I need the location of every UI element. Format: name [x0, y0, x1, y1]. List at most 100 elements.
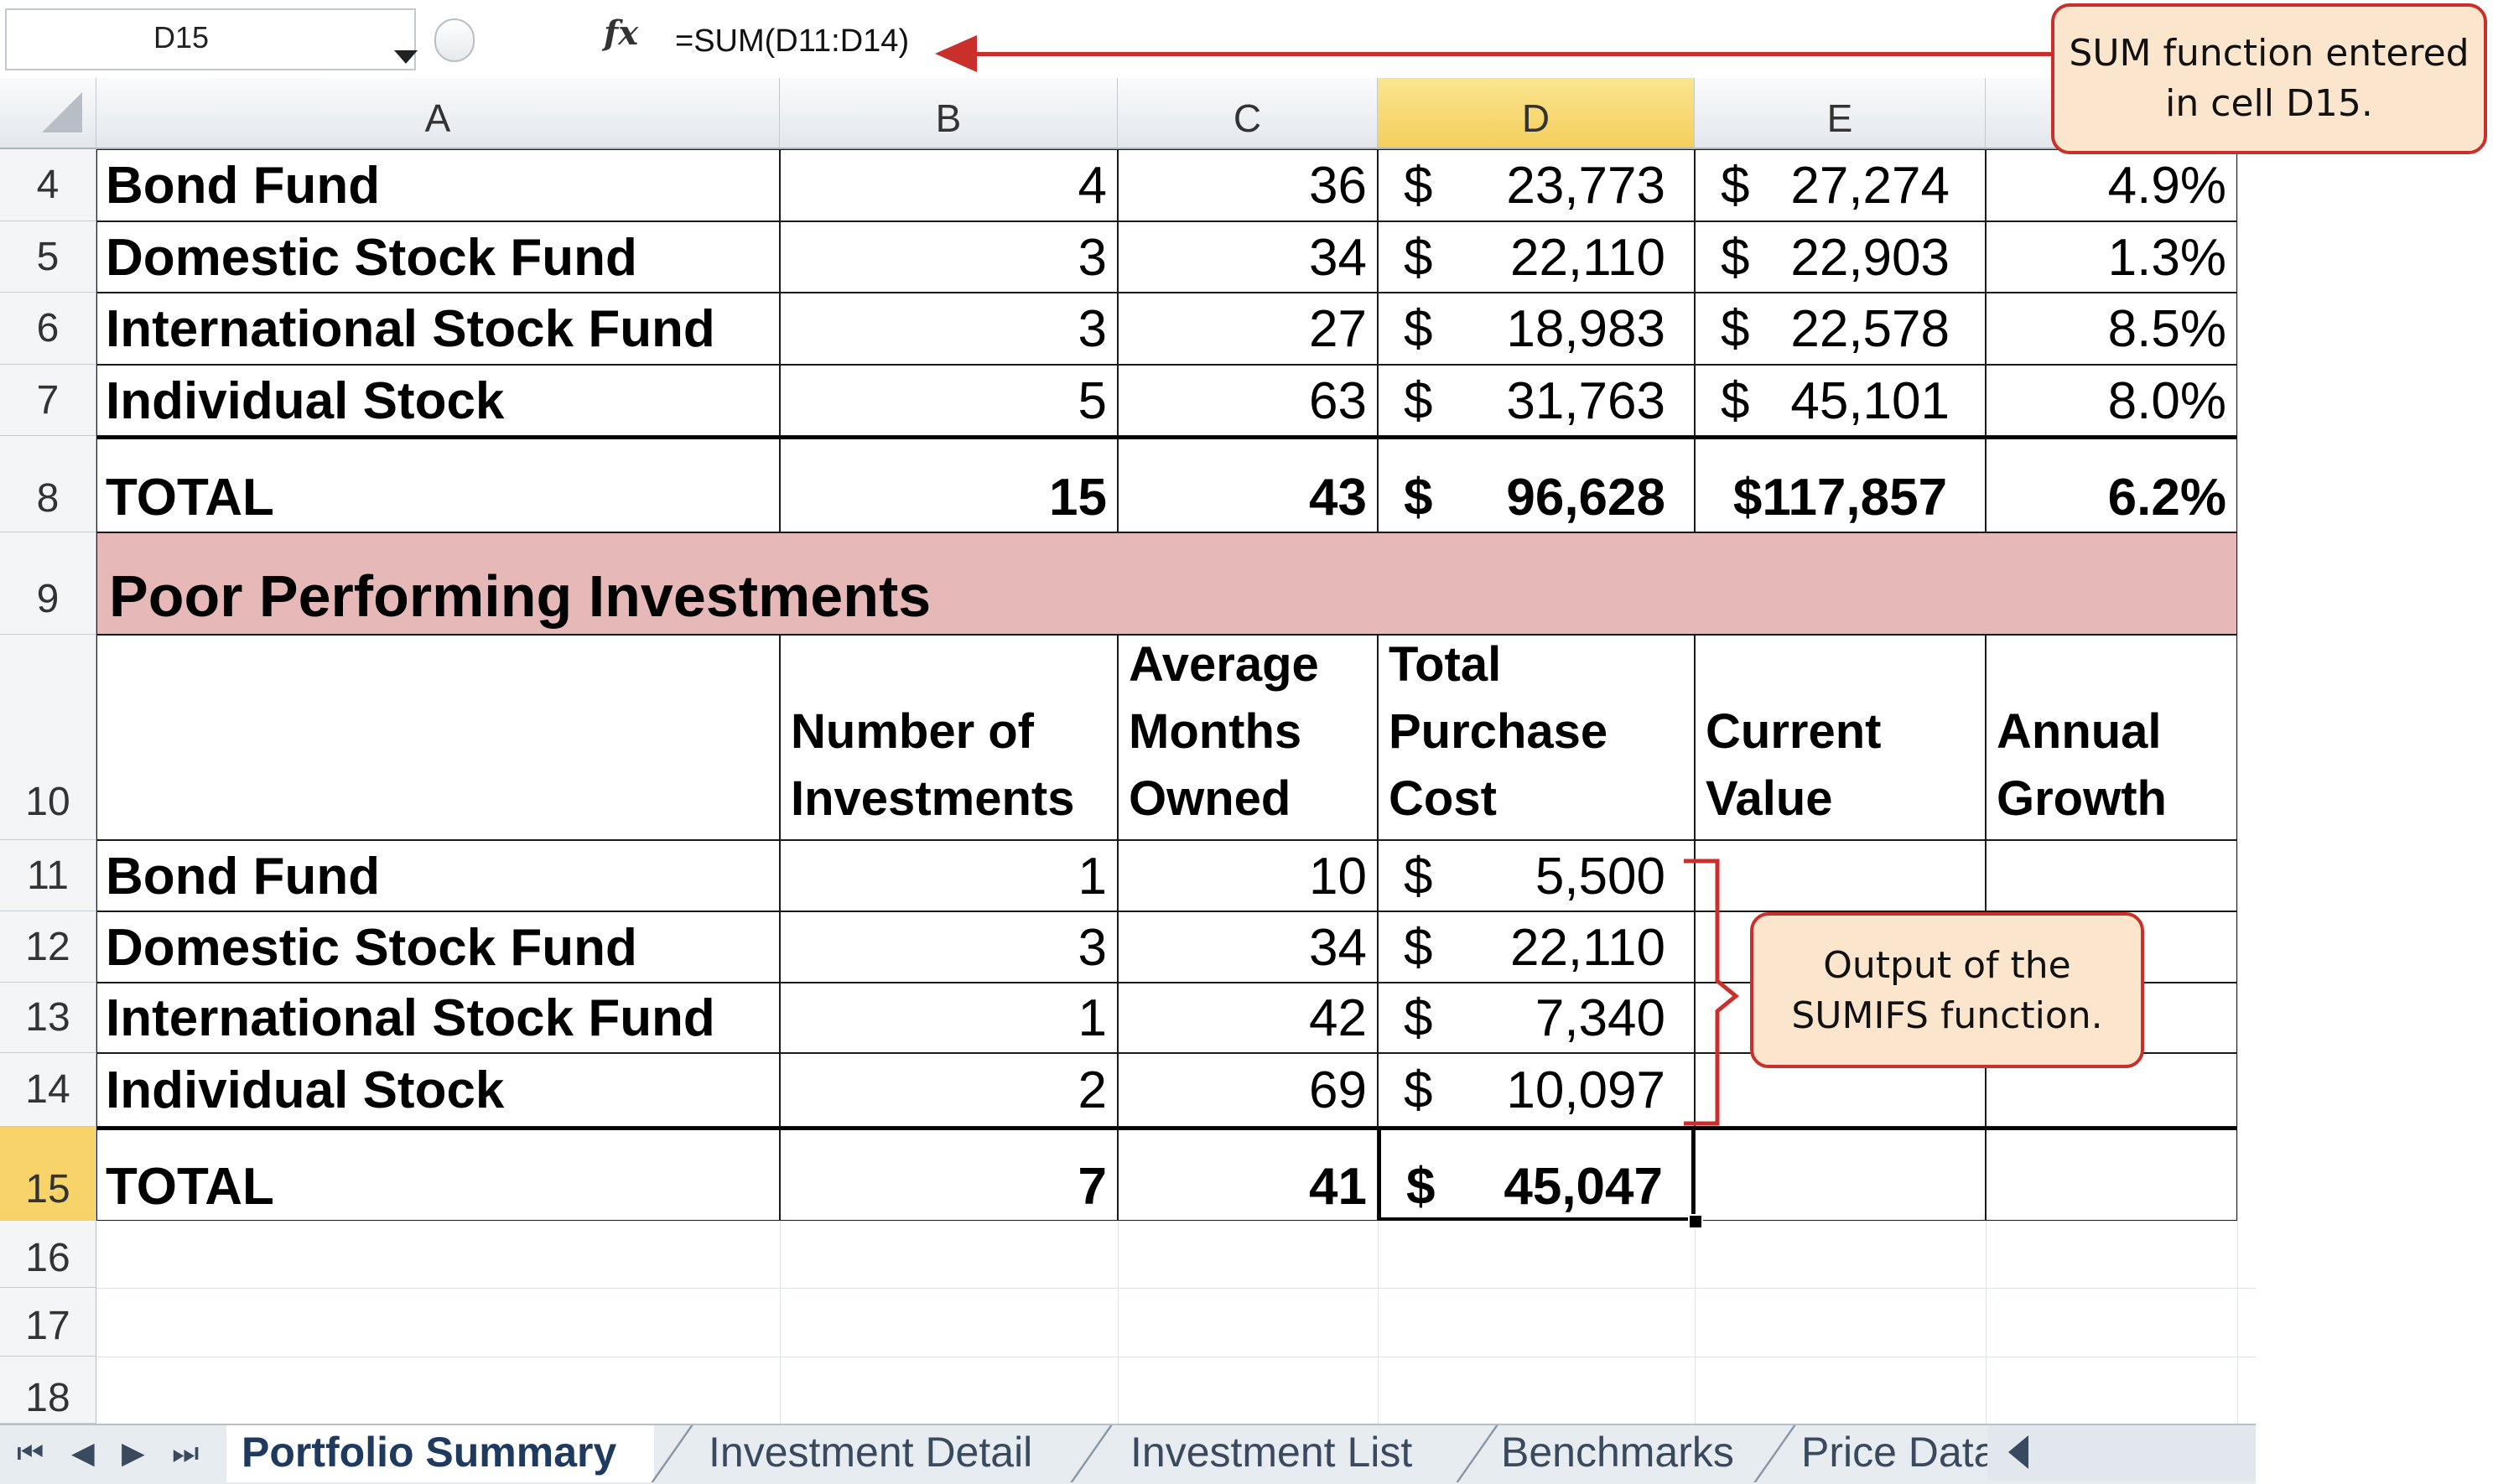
cell-b11[interactable]: 1 — [780, 840, 1118, 911]
cell-f6[interactable]: 8.5% — [1986, 293, 2237, 365]
cell-a7[interactable]: Individual Stock — [96, 365, 780, 436]
cell-a4[interactable]: Bond Fund — [96, 149, 780, 221]
cell-b8[interactable]: 15 — [780, 436, 1118, 532]
row-header-9[interactable]: 9 — [0, 532, 96, 635]
row-header-17[interactable]: 17 — [0, 1288, 96, 1357]
cell-c15[interactable]: 41 — [1118, 1127, 1378, 1221]
cell-b6[interactable]: 3 — [780, 293, 1118, 365]
tab-investment-detail[interactable]: Investment Detail — [709, 1429, 1033, 1476]
header-line: Value — [1706, 771, 1833, 826]
formula-input[interactable]: =SUM(D11:D14) — [675, 23, 910, 59]
cell-b12[interactable]: 3 — [780, 911, 1118, 983]
cell-e10[interactable]: Current Value — [1695, 635, 1986, 840]
cell-b13[interactable]: 1 — [780, 983, 1118, 1053]
cell-c6[interactable]: 27 — [1118, 293, 1378, 365]
row-header-18[interactable]: 18 — [0, 1357, 96, 1424]
row-header-4[interactable]: 4 — [0, 149, 96, 221]
cell-d15-active[interactable]: $45,047 — [1378, 1127, 1695, 1221]
cell-d5[interactable]: $22,110 — [1378, 221, 1695, 293]
column-header-c[interactable]: C — [1118, 78, 1378, 149]
tab-scrollbar[interactable] — [1987, 1425, 2256, 1481]
cell-c4[interactable]: 36 — [1118, 149, 1378, 221]
cell-c7[interactable]: 63 — [1118, 365, 1378, 436]
cell-d8[interactable]: $96,628 — [1378, 436, 1695, 532]
cell-a10[interactable] — [96, 635, 780, 840]
cell-d12[interactable]: $22,110 — [1378, 911, 1695, 983]
cell-c5[interactable]: 34 — [1118, 221, 1378, 293]
cell-f5[interactable]: 1.3% — [1986, 221, 2237, 293]
row-header-14[interactable]: 14 — [0, 1053, 96, 1127]
cell-b10[interactable]: Number of Investments — [780, 635, 1118, 840]
cell-b4[interactable]: 4 — [780, 149, 1118, 221]
row-header-12[interactable]: 12 — [0, 911, 96, 983]
scroll-left-icon[interactable] — [2008, 1435, 2028, 1469]
cell-d14[interactable]: $10,097 — [1378, 1053, 1695, 1127]
gridline — [780, 1221, 781, 1424]
section-title-poor-performing[interactable]: Poor Performing Investments — [96, 532, 2237, 635]
cell-b7[interactable]: 5 — [780, 365, 1118, 436]
last-sheet-icon[interactable]: ⏭ — [172, 1435, 200, 1470]
row-header-8[interactable]: 8 — [0, 436, 96, 532]
cell-f10[interactable]: Annual Growth — [1986, 635, 2237, 840]
cell-e5[interactable]: $22,903 — [1695, 221, 1986, 293]
cell-e6[interactable]: $22,578 — [1695, 293, 1986, 365]
tab-price-data[interactable]: Price Data — [1801, 1429, 1987, 1476]
cell-b14[interactable]: 2 — [780, 1053, 1118, 1127]
cell-c8[interactable]: 43 — [1118, 436, 1378, 532]
cell-f15[interactable] — [1986, 1127, 2237, 1221]
cell-a11[interactable]: Bond Fund — [96, 840, 780, 911]
cell-e4[interactable]: $27,274 — [1695, 149, 1986, 221]
name-box[interactable]: D15 — [5, 8, 418, 70]
cell-e15[interactable] — [1695, 1127, 1986, 1221]
cell-a8[interactable]: TOTAL — [96, 436, 780, 532]
cell-f7[interactable]: 8.0% — [1986, 365, 2237, 436]
chevron-down-icon[interactable] — [394, 50, 418, 64]
cell-c12[interactable]: 34 — [1118, 911, 1378, 983]
column-header-d[interactable]: D — [1378, 78, 1695, 149]
cell-d13[interactable]: $7,340 — [1378, 983, 1695, 1053]
row-header-10[interactable]: 10 — [0, 635, 96, 840]
cell-a14[interactable]: Individual Stock — [96, 1053, 780, 1127]
cell-d7[interactable]: $31,763 — [1378, 365, 1695, 436]
cell-a6[interactable]: International Stock Fund — [96, 293, 780, 365]
cell-a12[interactable]: Domestic Stock Fund — [96, 911, 780, 983]
column-header-a[interactable]: A — [96, 78, 780, 149]
cell-d4[interactable]: $23,773 — [1378, 149, 1695, 221]
prev-sheet-icon[interactable]: ◀ — [71, 1435, 95, 1470]
cell-e7[interactable]: $45,101 — [1695, 365, 1986, 436]
tab-benchmarks[interactable]: Benchmarks — [1501, 1429, 1734, 1476]
row-header-7[interactable]: 7 — [0, 365, 96, 436]
insert-function-icon[interactable]: fx — [604, 13, 639, 53]
cell-d6[interactable]: $18,983 — [1378, 293, 1695, 365]
column-header-e[interactable]: E — [1695, 78, 1986, 149]
cell-a15[interactable]: TOTAL — [96, 1127, 780, 1221]
formula-bar-resize-icon[interactable] — [434, 18, 475, 62]
cell-f8[interactable]: 6.2% — [1986, 436, 2237, 532]
cell-c11[interactable]: 10 — [1118, 840, 1378, 911]
cell-f11[interactable] — [1986, 840, 2237, 911]
cell-b15[interactable]: 7 — [780, 1127, 1118, 1221]
cell-c10[interactable]: Average Months Owned — [1118, 635, 1378, 840]
column-header-b[interactable]: B — [780, 78, 1118, 149]
fill-handle[interactable] — [1688, 1214, 1703, 1229]
first-sheet-icon[interactable]: ⏮ — [17, 1435, 44, 1470]
cell-c14[interactable]: 69 — [1118, 1053, 1378, 1127]
tab-portfolio-summary[interactable]: Portfolio Summary — [226, 1425, 654, 1482]
row-header-16[interactable]: 16 — [0, 1221, 96, 1288]
cell-b5[interactable]: 3 — [780, 221, 1118, 293]
cell-d11[interactable]: $5,500 — [1378, 840, 1695, 911]
cell-e8[interactable]: $117,857 — [1695, 436, 1986, 532]
cell-a13[interactable]: International Stock Fund — [96, 983, 780, 1053]
row-header-5[interactable]: 5 — [0, 221, 96, 293]
row-header-13[interactable]: 13 — [0, 983, 96, 1053]
cell-f4[interactable]: 4.9% — [1986, 149, 2237, 221]
tab-investment-list[interactable]: Investment List — [1130, 1429, 1413, 1476]
row-header-15[interactable]: 15 — [0, 1127, 96, 1221]
cell-e11[interactable] — [1695, 840, 1986, 911]
cell-a5[interactable]: Domestic Stock Fund — [96, 221, 780, 293]
row-header-6[interactable]: 6 — [0, 293, 96, 365]
cell-d10[interactable]: Total Purchase Cost — [1378, 635, 1695, 840]
row-header-11[interactable]: 11 — [0, 840, 96, 911]
cell-c13[interactable]: 42 — [1118, 983, 1378, 1053]
next-sheet-icon[interactable]: ▶ — [122, 1435, 145, 1470]
